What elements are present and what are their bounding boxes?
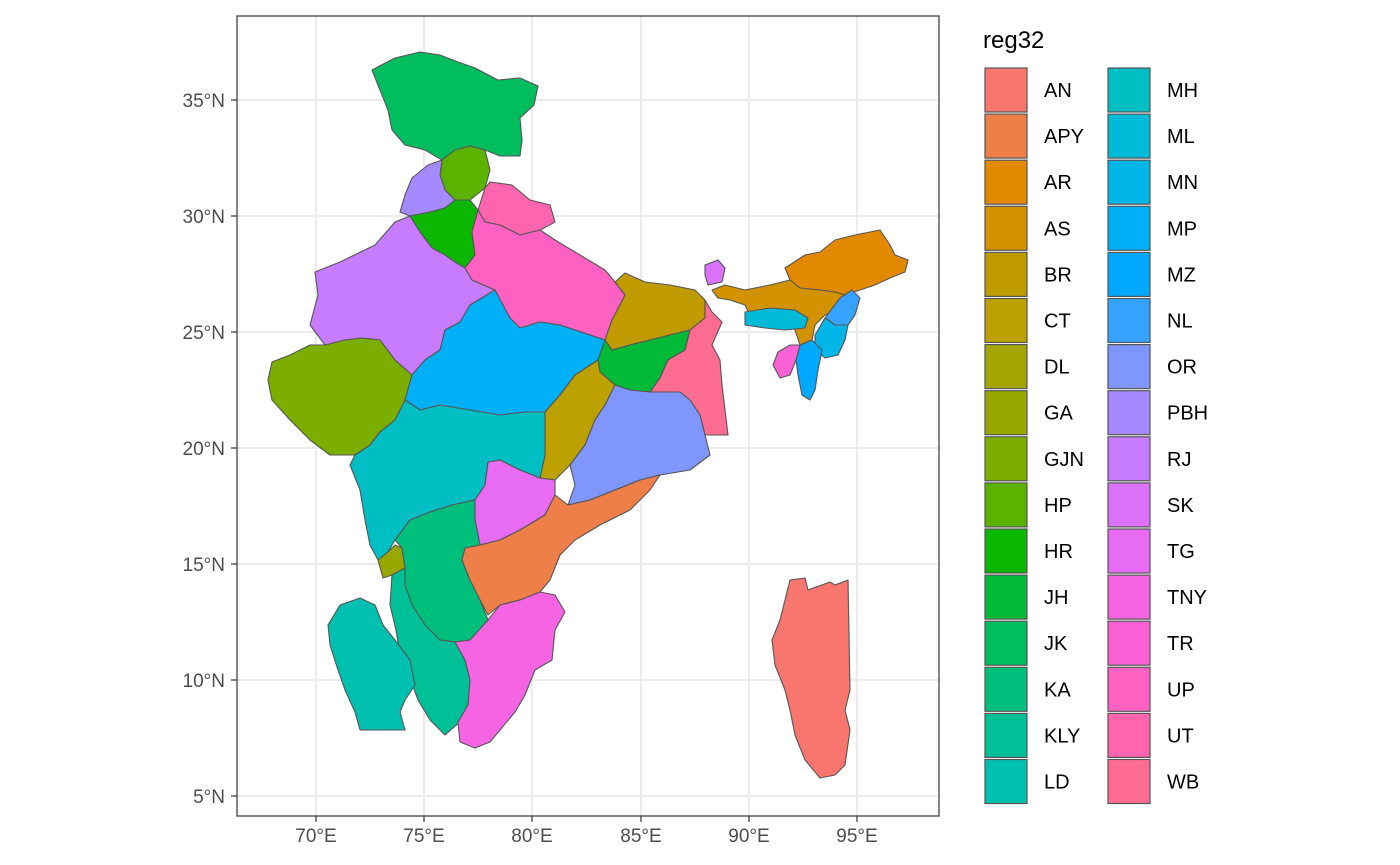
y-tick-label: 25°N xyxy=(183,323,225,344)
legend-title: reg32 xyxy=(983,27,1044,54)
legend-label-TG: TG xyxy=(1167,541,1195,563)
legend-label-DL: DL xyxy=(1044,357,1070,379)
region-polygons xyxy=(267,51,909,779)
legend-label-GA: GA xyxy=(1044,403,1074,425)
legend: reg32 AN APY AR AS BR CT DL GA GJN HP HR JH JK KA KLY L… xyxy=(983,27,1208,805)
legend-label-RJ: RJ xyxy=(1167,449,1191,471)
region-OR xyxy=(567,384,711,506)
legend-label-WB: WB xyxy=(1167,772,1199,794)
legend-key-UP xyxy=(1107,666,1151,712)
region-JK xyxy=(371,51,539,161)
legend-label-LD: LD xyxy=(1044,772,1070,794)
legend-key-AR xyxy=(984,159,1028,205)
legend-key-AN xyxy=(984,67,1028,113)
legend-label-BR: BR xyxy=(1044,264,1072,286)
legend-key-LD xyxy=(984,758,1028,805)
legend-label-CT: CT xyxy=(1044,311,1071,333)
y-tick-label: 35°N xyxy=(183,91,225,112)
legend-key-KLY xyxy=(984,712,1028,759)
y-tick-label: 5°N xyxy=(193,787,225,808)
legend-label-TR: TR xyxy=(1167,633,1194,655)
panel-border xyxy=(236,15,940,817)
legend-key-JK xyxy=(984,620,1028,666)
legend-key-MP xyxy=(1107,205,1151,251)
legend-label-NL: NL xyxy=(1167,311,1193,333)
legend-key-HR xyxy=(984,528,1028,574)
legend-key-MZ xyxy=(1107,251,1151,297)
legend-key-AS xyxy=(984,205,1028,251)
legend-key-MN xyxy=(1107,159,1151,205)
region-MZ xyxy=(795,339,823,401)
y-axis-labels: 35°N 30°N 25°N 20°N 15°N 10°N 5°N xyxy=(183,91,225,808)
legend-key-PBH xyxy=(1107,390,1151,436)
legend-key-BR xyxy=(984,251,1028,297)
region-MN xyxy=(814,317,849,359)
legend-label-PBH: PBH xyxy=(1167,403,1208,425)
y-tick-label: 10°N xyxy=(183,671,225,692)
legend-key-APY xyxy=(984,113,1028,159)
legend-label-MZ: MZ xyxy=(1167,264,1196,286)
x-tick-label: 95°E xyxy=(836,826,877,847)
legend-key-UT xyxy=(1107,712,1151,759)
legend-label-AS: AS xyxy=(1044,218,1071,240)
legend-label-UP: UP xyxy=(1167,679,1195,701)
legend-key-MH xyxy=(1107,67,1151,113)
y-tick-label: 20°N xyxy=(183,439,225,460)
legend-key-HP xyxy=(984,482,1028,528)
legend-key-DL xyxy=(984,344,1028,390)
legend-label-MN: MN xyxy=(1167,172,1198,194)
legend-label-HR: HR xyxy=(1044,541,1073,563)
legend-key-CT xyxy=(984,297,1028,344)
x-tick-label: 90°E xyxy=(728,826,769,847)
legend-items: AN APY AR AS BR CT DL GA GJN HP HR JH JK KA KLY LD MH ML M… xyxy=(984,67,1208,805)
legend-label-MH: MH xyxy=(1167,80,1198,102)
legend-key-JH xyxy=(984,574,1028,620)
legend-key-GA xyxy=(984,390,1028,436)
legend-label-OR: OR xyxy=(1167,357,1197,379)
legend-label-APY: APY xyxy=(1044,126,1084,148)
legend-key-TR xyxy=(1107,620,1151,666)
y-tick-label: 30°N xyxy=(183,207,225,228)
axis-ticks xyxy=(231,99,858,822)
legend-label-KA: KA xyxy=(1044,679,1071,701)
legend-label-JK: JK xyxy=(1044,633,1068,655)
legend-key-WB xyxy=(1107,758,1151,805)
x-tick-label: 85°E xyxy=(620,826,661,847)
legend-label-TNY: TNY xyxy=(1167,587,1207,609)
legend-key-RJ xyxy=(1107,436,1151,482)
x-tick-label: 80°E xyxy=(511,826,552,847)
legend-key-NL xyxy=(1107,297,1151,344)
legend-label-KLY: KLY xyxy=(1044,725,1080,747)
legend-label-JH: JH xyxy=(1044,587,1068,609)
legend-key-SK xyxy=(1107,482,1151,528)
region-LD xyxy=(327,597,416,731)
legend-label-HP: HP xyxy=(1044,495,1072,517)
legend-label-ML: ML xyxy=(1167,126,1195,148)
x-tick-label: 70°E xyxy=(295,826,336,847)
legend-key-ML xyxy=(1107,113,1151,159)
legend-label-SK: SK xyxy=(1167,495,1194,517)
legend-key-TG xyxy=(1107,528,1151,574)
region-AN xyxy=(771,577,851,779)
x-axis-labels: 70°E 75°E 80°E 85°E 90°E 95°E xyxy=(295,826,877,847)
legend-label-MP: MP xyxy=(1167,218,1197,240)
legend-key-GJN xyxy=(984,436,1028,482)
region-SK xyxy=(704,259,726,286)
legend-key-OR xyxy=(1107,344,1151,390)
region-ML xyxy=(744,307,809,331)
legend-label-GJN: GJN xyxy=(1044,449,1084,471)
region-TR xyxy=(772,344,801,379)
legend-label-UT: UT xyxy=(1167,725,1194,747)
legend-key-TNY xyxy=(1107,574,1151,620)
legend-label-AR: AR xyxy=(1044,172,1072,194)
legend-label-AN: AN xyxy=(1044,80,1072,102)
legend-key-KA xyxy=(984,666,1028,712)
region-TNY xyxy=(454,591,566,749)
y-tick-label: 15°N xyxy=(183,555,225,576)
x-tick-label: 75°E xyxy=(403,826,444,847)
